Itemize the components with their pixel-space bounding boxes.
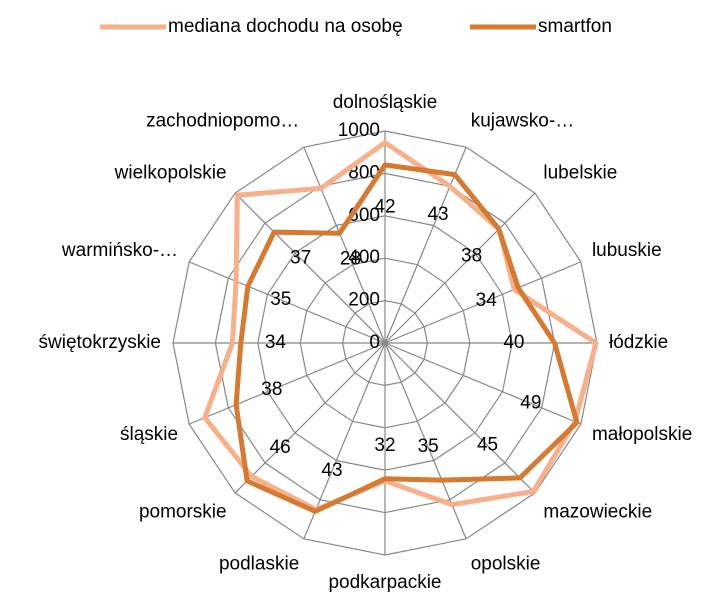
category-label: zachodniopomo… [146, 110, 299, 131]
data-label: 34 [265, 332, 287, 353]
data-label: 37 [290, 248, 311, 269]
category-label: pomorskie [139, 502, 227, 523]
category-label: dolnośląskie [333, 92, 438, 113]
category-label: podlaskie [219, 554, 299, 575]
category-label: świętokrzyskie [39, 332, 161, 353]
category-label: opolskie [471, 554, 541, 575]
spoke [303, 146, 386, 344]
legend-label: mediana dochodu na osobę [168, 16, 403, 37]
spoke [384, 146, 467, 344]
spoke [384, 342, 536, 494]
r-tick-label: 0 [369, 332, 380, 353]
category-label: warmińsko-… [61, 240, 178, 261]
data-label: 35 [270, 289, 291, 310]
r-tick-label: 1000 [338, 120, 380, 141]
spoke [188, 261, 386, 344]
category-label: śląskie [120, 424, 178, 445]
data-label: 32 [374, 435, 395, 456]
data-label: 43 [427, 204, 448, 225]
category-label: mazowieckie [543, 502, 652, 523]
data-label: 34 [476, 290, 498, 311]
data-label: 40 [503, 332, 524, 353]
category-label: podkarpackie [328, 572, 441, 592]
data-label: 49 [520, 392, 541, 413]
r-tick-label: 400 [348, 247, 380, 268]
spoke [384, 261, 582, 344]
r-tick-label: 200 [348, 290, 380, 311]
category-label: lubelskie [543, 162, 617, 183]
spoke [234, 342, 386, 494]
category-label: łódzkie [609, 332, 668, 353]
data-label: 28 [340, 249, 361, 270]
legend-label: smartfon [538, 16, 612, 37]
data-label: 38 [461, 245, 482, 266]
data-label: 45 [477, 435, 498, 456]
category-label: wielkopolskie [114, 162, 227, 183]
data-label: 35 [418, 436, 439, 457]
spoke [384, 342, 582, 425]
category-label: małopolskie [592, 424, 692, 445]
data-label: 46 [270, 437, 291, 458]
data-label: 43 [321, 460, 342, 481]
category-label: lubuskie [592, 240, 662, 261]
series-line [233, 162, 580, 514]
spoke [188, 342, 386, 425]
spoke [384, 192, 536, 344]
r-tick-label: 800 [348, 162, 380, 183]
spoke [234, 192, 386, 344]
category-label: kujawsko-… [471, 110, 574, 131]
series-line [202, 140, 599, 512]
data-label: 42 [374, 197, 395, 218]
data-label: 38 [261, 379, 282, 400]
